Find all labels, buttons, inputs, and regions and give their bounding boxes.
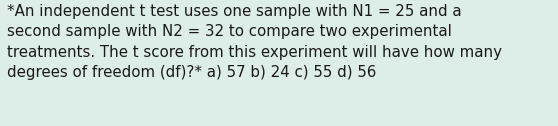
Text: *An independent t test uses one sample with N1 = 25 and a
second sample with N2 : *An independent t test uses one sample w… <box>7 4 502 80</box>
